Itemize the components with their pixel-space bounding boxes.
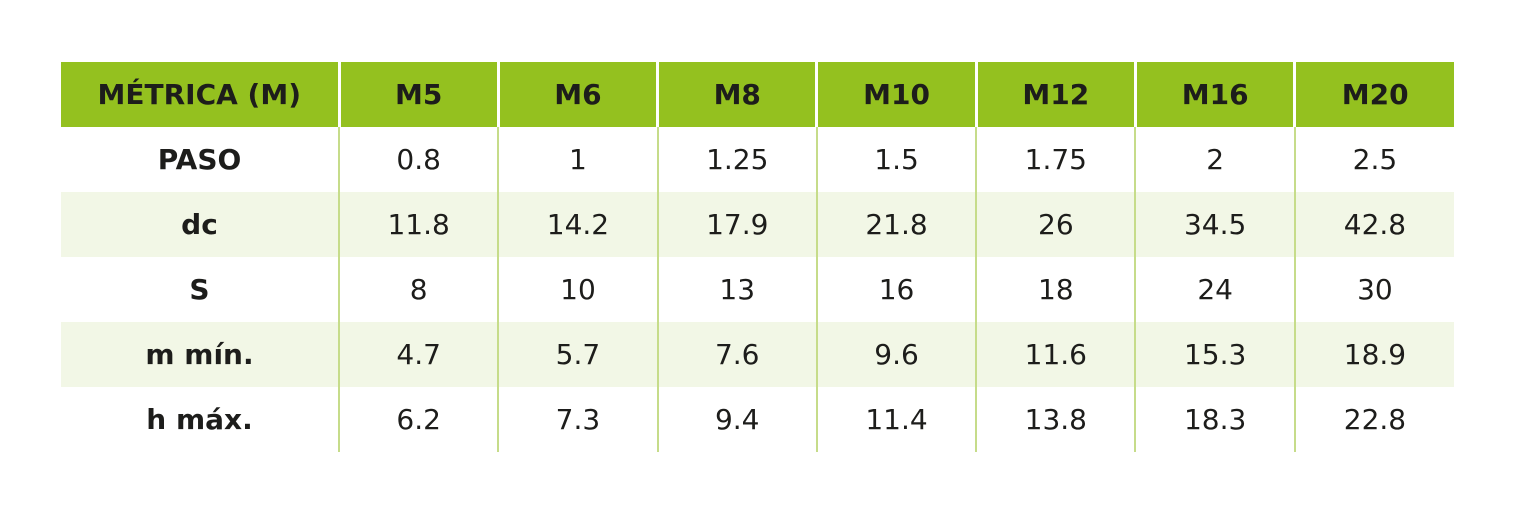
header-cell-m16: M16 (1133, 62, 1295, 127)
row-label: S (189, 273, 210, 306)
row-label: PASO (157, 143, 242, 176)
table-cell: 15.3 (1134, 322, 1295, 387)
table-row-dc: dc 11.8 14.2 17.9 21.8 26 34.5 42.8 (61, 192, 1455, 257)
table-cell: 10 (497, 257, 658, 322)
table-cell: 1.75 (975, 127, 1136, 192)
table-cell: 1 (497, 127, 658, 192)
table-cell: 9.6 (815, 322, 977, 387)
table-cell: 13.8 (975, 387, 1136, 452)
table-cell: 16 (815, 257, 977, 322)
header-cell-m8: M8 (656, 62, 817, 127)
header-cell-m5: M5 (337, 62, 499, 127)
header-row: MÉTRICA (M) M5 M6 M8 M10 M12 M16 M20 (61, 62, 1455, 127)
table-header: MÉTRICA (M) M5 M6 M8 M10 M12 M16 M20 (61, 62, 1455, 127)
table-cell: 26 (975, 192, 1136, 257)
table-cell: 4.7 (337, 322, 499, 387)
table-cell: 18 (975, 257, 1136, 322)
header-cell-metric: MÉTRICA (M) (61, 62, 339, 127)
table-cell: 7.6 (656, 322, 817, 387)
table-cell: 5.7 (497, 322, 658, 387)
table-cell: 42.8 (1293, 192, 1455, 257)
table-cell: 0.8 (337, 127, 499, 192)
table-row-h-max: h máx. 6.2 7.3 9.4 11.4 13.8 18.3 22.8 (61, 387, 1455, 452)
table-cell: 21.8 (815, 192, 977, 257)
row-label: h máx. (146, 403, 253, 436)
table-cell: 22.8 (1293, 387, 1455, 452)
table-cell: 6.2 (337, 387, 499, 452)
table-cell: 2 (1134, 127, 1295, 192)
table-cell: 34.5 (1134, 192, 1295, 257)
table-cell: 8 (337, 257, 499, 322)
table-cell: 17.9 (656, 192, 817, 257)
header-cell-m12: M12 (974, 62, 1136, 127)
table-cell: 7.3 (497, 387, 658, 452)
metric-spec-table: MÉTRICA (M) M5 M6 M8 M10 M12 M16 M20 PAS… (61, 62, 1455, 452)
table-cell: 24 (1134, 257, 1295, 322)
table-cell: 9.4 (656, 387, 817, 452)
table-cell: 18.3 (1134, 387, 1295, 452)
table-cell: 1.5 (815, 127, 977, 192)
table-cell: 1.25 (656, 127, 817, 192)
table-cell: 11.6 (975, 322, 1136, 387)
table-body: PASO 0.8 1 1.25 1.5 1.75 2 2.5 dc 11.8 1… (61, 127, 1455, 452)
table-cell: 11.4 (815, 387, 977, 452)
header-cell-m20: M20 (1293, 62, 1455, 127)
table-cell: 18.9 (1293, 322, 1455, 387)
table-cell: 13 (656, 257, 817, 322)
table-row-paso: PASO 0.8 1 1.25 1.5 1.75 2 2.5 (61, 127, 1455, 192)
table-cell: 2.5 (1293, 127, 1455, 192)
table-row-s: S 8 10 13 16 18 24 30 (61, 257, 1455, 322)
table-cell: 11.8 (337, 192, 499, 257)
header-cell-m6: M6 (496, 62, 658, 127)
header-cell-m10: M10 (815, 62, 977, 127)
row-label: dc (181, 208, 218, 241)
table-cell: 30 (1293, 257, 1455, 322)
table-row-m-min: m mín. 4.7 5.7 7.6 9.6 11.6 15.3 18.9 (61, 322, 1455, 387)
table-cell: 14.2 (497, 192, 658, 257)
row-label: m mín. (145, 338, 254, 371)
